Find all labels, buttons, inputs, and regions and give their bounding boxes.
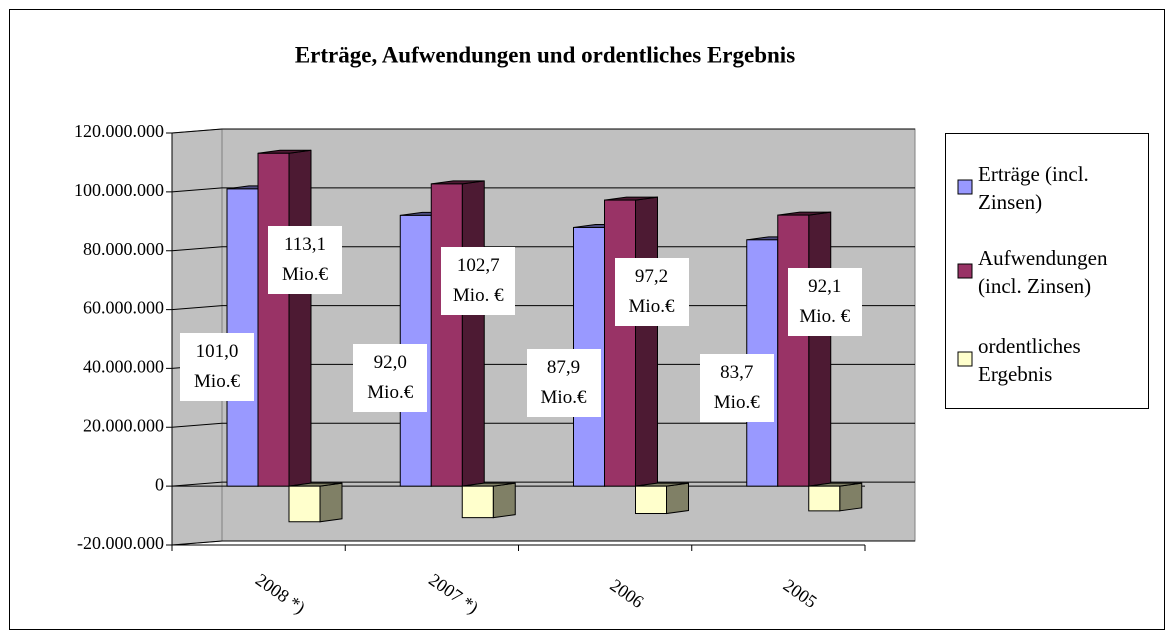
y-tick-label: 120.000.000 xyxy=(74,121,164,141)
y-tick-label: 60.000.000 xyxy=(83,298,164,318)
value-label: 102,7 Mio. € xyxy=(441,246,516,315)
grid-line xyxy=(166,187,915,193)
grid-line xyxy=(166,481,915,487)
bar-front xyxy=(635,485,667,515)
grid-line xyxy=(166,540,915,546)
value-label: 92,0 Mio.€ xyxy=(353,343,428,412)
bar-side xyxy=(635,196,658,487)
bar xyxy=(635,482,689,515)
value-label: 87,9 Mio.€ xyxy=(526,348,601,417)
legend-swatch xyxy=(957,179,973,195)
bar xyxy=(288,482,343,523)
bar xyxy=(777,211,832,487)
bar xyxy=(430,180,485,487)
legend-label: Aufwendungen (incl. Zinsen) xyxy=(978,246,1108,298)
bar-side xyxy=(288,149,312,487)
bar-front xyxy=(461,485,494,519)
bar-side xyxy=(666,482,689,515)
legend-label: Erträge (incl. Zinsen) xyxy=(978,162,1089,214)
grid-line xyxy=(166,305,915,311)
y-tick-label: 20.000.000 xyxy=(83,415,164,435)
value-label: 92,1 Mio. € xyxy=(787,267,862,336)
legend-label: ordentliches Ergebnis xyxy=(978,334,1081,386)
y-tick-label: 80.000.000 xyxy=(83,239,164,259)
bar-front xyxy=(777,214,810,487)
value-label: 101,0 Mio.€ xyxy=(180,333,254,402)
chart-title: Erträge, Aufwendungen und ordentliches E… xyxy=(295,42,795,67)
value-label: 113,1 Mio.€ xyxy=(268,225,342,294)
bar xyxy=(604,196,658,487)
bar-side xyxy=(461,180,485,487)
bar-side xyxy=(808,211,832,487)
value-label: 97,2 Mio.€ xyxy=(614,257,689,326)
y-tick-label: 100.000.000 xyxy=(74,180,164,200)
bar-front xyxy=(257,152,290,487)
legend-swatch xyxy=(957,351,973,367)
bar-side xyxy=(319,482,343,523)
bar xyxy=(808,482,863,512)
bar-front xyxy=(430,183,463,487)
y-tick-label: -20.000.000 xyxy=(77,533,164,553)
bar-side xyxy=(839,482,863,512)
legend-box xyxy=(945,133,1149,409)
bar xyxy=(461,482,516,519)
bar-front xyxy=(808,485,841,512)
legend-swatch xyxy=(957,263,973,279)
bar-front xyxy=(604,199,636,487)
bar xyxy=(257,149,312,487)
bar-front xyxy=(288,485,321,523)
grid-line xyxy=(166,128,915,134)
value-label: 83,7 Mio.€ xyxy=(699,353,774,422)
y-tick-label: 0 xyxy=(155,474,164,494)
grid-line xyxy=(166,422,915,428)
y-tick-label: 40.000.000 xyxy=(83,357,164,377)
bar-side xyxy=(492,482,516,519)
grid-line xyxy=(166,246,915,252)
